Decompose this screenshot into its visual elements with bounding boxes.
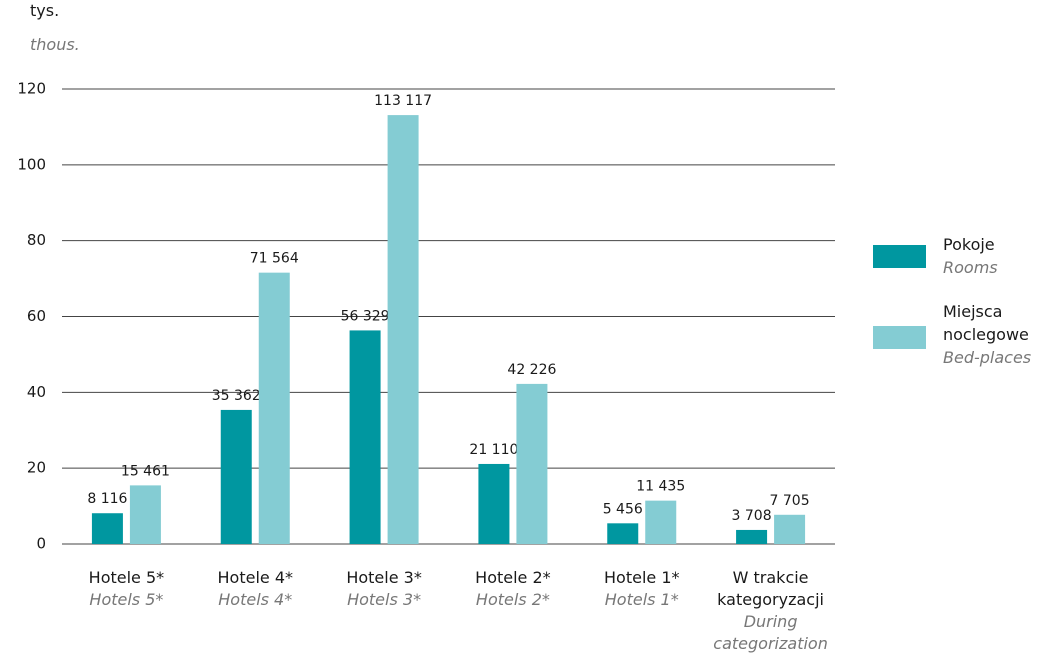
legend-label-en: Rooms [943, 258, 998, 277]
category: Hotele 1* [604, 568, 680, 587]
category: W trakcie kategoryzacji [717, 568, 824, 609]
category: Hotele 3* [346, 568, 422, 587]
y-tick-label: 60 [27, 307, 46, 325]
data-label: 8 116 [87, 491, 127, 507]
bar [736, 529, 768, 544]
x-tick-label: Hotele 5* Hotels 5* [64, 567, 188, 611]
category-en: Hotels 5* [89, 590, 164, 609]
y-tick-label: 120 [17, 80, 46, 98]
y-unit: tys. [30, 1, 60, 20]
bar [258, 272, 290, 544]
legend-swatch [873, 326, 926, 349]
category-en: During categorization [713, 612, 828, 653]
bar [645, 500, 677, 544]
category: Hotele 5* [88, 568, 165, 587]
data-label: 113 117 [374, 93, 432, 109]
y-tick-label: 100 [17, 155, 46, 173]
legend-label-en: Bed-places [943, 348, 1032, 367]
x-tick-label: Hotele 2* Hotels 2* [451, 567, 575, 611]
data-label: 21 110 [469, 442, 518, 458]
data-label: 7 705 [770, 493, 810, 509]
bar [774, 514, 806, 544]
bar [129, 485, 161, 544]
category-en: Hotels 1* [604, 590, 679, 609]
legend-entry: Miejsca noclegowe Bed-places [943, 300, 1043, 369]
y-unit-en: thous. [30, 35, 80, 54]
legend-label: Pokoje [943, 235, 995, 254]
bar [516, 383, 548, 544]
y-tick-label: 0 [36, 535, 46, 553]
bar [91, 513, 123, 544]
x-tick-label: Hotele 1* Hotels 1* [580, 567, 704, 611]
x-tick-label: Hotele 3* Hotels 3* [322, 567, 446, 611]
bar [220, 409, 252, 544]
category: Hotele 2* [475, 568, 551, 587]
data-label: 35 362 [212, 388, 261, 404]
bar [607, 523, 639, 544]
x-tick-label: W trakcie kategoryzacji During categoriza… [709, 567, 833, 655]
data-label: 71 564 [250, 251, 299, 267]
x-tick-label: Hotele 4* Hotels 4* [193, 567, 317, 611]
data-label: 15 461 [121, 463, 170, 479]
bar [478, 463, 510, 544]
data-label: 56 329 [341, 308, 390, 324]
y-tick-label: 80 [27, 231, 46, 249]
y-tick-label: 20 [27, 459, 46, 477]
data-label: 5 456 [603, 501, 643, 517]
category-en: Hotels 3* [347, 590, 422, 609]
legend-label: Miejsca noclegowe [943, 302, 1029, 344]
category-en: Hotels 2* [475, 590, 550, 609]
data-label: 42 226 [507, 362, 556, 378]
y-tick-label: 40 [27, 383, 46, 401]
bar [349, 330, 381, 544]
data-label: 11 435 [636, 479, 685, 495]
bar [387, 115, 419, 544]
legend-entry: Pokoje Rooms [943, 233, 1043, 279]
category-en: Hotels 4* [218, 590, 293, 609]
legend-swatch [873, 245, 926, 268]
data-label: 3 708 [732, 508, 772, 524]
category: Hotele 4* [217, 568, 294, 587]
